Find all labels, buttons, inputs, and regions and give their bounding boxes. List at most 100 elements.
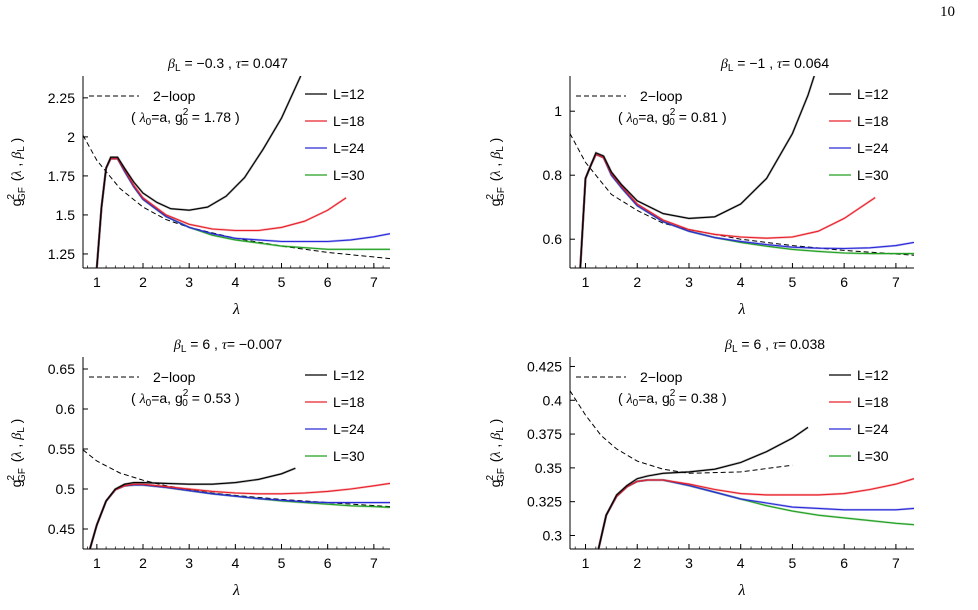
- x-tick-label: 7: [892, 555, 900, 571]
- x-tick-label: 2: [633, 274, 641, 290]
- x-tick-label: 4: [737, 274, 745, 290]
- x-tick-label: 1: [582, 274, 590, 290]
- y-tick-label: 0.325: [527, 494, 562, 510]
- chart-panel-4: βL = 6 , τ= 0.038 1 2 3 4 5 6 7 0.3 0.325 0.35 0.37…: [485, 336, 914, 599]
- legend-label: L=12: [857, 367, 889, 383]
- x-tick-label: 7: [370, 555, 378, 571]
- two-loop-curve: [83, 449, 390, 508]
- lambda0-note: ( λ0=a, g2 0 = 0.38 ): [618, 388, 727, 409]
- chart-panel-2: βL = −1 , τ= 0.064 1 2 3 4 5 6 7 0.6 0.8 1 λ g2GF (λ…: [485, 55, 914, 318]
- series-line-L-18: [597, 478, 914, 549]
- series-line-L-12: [96, 76, 302, 268]
- two-loop-legend-label: 2−loop: [153, 88, 196, 104]
- legend-label: L=24: [333, 421, 365, 437]
- x-tick-label: 4: [231, 274, 239, 290]
- two-loop-curve: [570, 390, 793, 474]
- legend-label: L=30: [333, 167, 365, 183]
- y-tick-label: 0.5: [56, 481, 76, 497]
- x-tick-label: 6: [324, 555, 332, 571]
- x-tick-label: 3: [685, 274, 693, 290]
- x-tick-label: 6: [840, 555, 848, 571]
- legend-label: L=18: [857, 394, 889, 410]
- x-tick-label: 4: [737, 555, 745, 571]
- x-tick-label: 3: [185, 555, 193, 571]
- lambda0-note: ( λ0=a, g2 0 = 1.78 ): [131, 107, 240, 128]
- legend-label: L=30: [333, 448, 365, 464]
- y-tick-label: 2: [67, 129, 75, 145]
- series-line-L-12: [579, 76, 815, 268]
- y-tick-label: 0.6: [56, 401, 76, 417]
- legend-label: L=24: [333, 140, 365, 156]
- page-number: 10: [940, 4, 955, 20]
- x-tick-label: 5: [278, 555, 286, 571]
- x-tick-label: 2: [633, 555, 641, 571]
- series-line-L-18: [89, 482, 390, 549]
- legend-label: L=24: [857, 421, 889, 437]
- panel-title: βL = −1 , τ= 0.064: [720, 55, 829, 74]
- y-axis-label: g2GF (λ , βL ): [6, 419, 28, 488]
- y-axis-label: g2GF (λ , βL ): [485, 419, 507, 488]
- two-loop-legend-label: 2−loop: [153, 369, 196, 385]
- legend-label: L=24: [857, 140, 889, 156]
- legend-label: L=12: [857, 86, 889, 102]
- y-tick-label: 2.25: [48, 90, 75, 106]
- series-band-L-24: [88, 483, 390, 549]
- y-tick-label: 0.4: [543, 392, 563, 408]
- y-tick-label: 0.65: [48, 361, 75, 377]
- x-tick-label: 7: [892, 274, 900, 290]
- panel-title: βL = 6 , τ= 0.038: [724, 336, 825, 355]
- two-loop-legend-label: 2−loop: [640, 88, 683, 104]
- series-line-L-12: [89, 467, 296, 549]
- chart-panel-1: βL = −0.3 , τ= 0.047 1 2 3 4 5 6 7 1.25 1.5 1.75 2 2…: [6, 55, 390, 318]
- panel-title: βL = 6 , τ= −0.007: [173, 336, 282, 355]
- x-tick-label: 3: [685, 555, 693, 571]
- y-axis-label: g2GF (λ , βL ): [6, 138, 28, 207]
- series-line-L-12: [597, 426, 809, 549]
- y-tick-label: 0.3: [543, 527, 563, 543]
- x-tick-label: 1: [93, 274, 101, 290]
- x-tick-label: 6: [840, 274, 848, 290]
- x-tick-label: 5: [789, 555, 797, 571]
- series-band-L-12: [88, 467, 296, 549]
- legend-label: L=18: [333, 113, 365, 129]
- x-tick-label: 1: [582, 555, 590, 571]
- series-line-L-30: [89, 484, 390, 549]
- y-tick-label: 1.25: [48, 246, 75, 262]
- y-tick-label: 0.55: [48, 441, 75, 457]
- y-tick-label: 0.8: [543, 167, 563, 183]
- panel-title: βL = −0.3 , τ= 0.047: [167, 55, 288, 74]
- legend-label: L=30: [857, 167, 889, 183]
- y-tick-label: 0.375: [527, 426, 562, 442]
- x-axis-label: λ: [738, 582, 746, 599]
- legend-label: L=18: [857, 113, 889, 129]
- x-tick-label: 2: [139, 555, 147, 571]
- legend-label: L=18: [333, 394, 365, 410]
- x-tick-label: 1: [93, 555, 101, 571]
- y-tick-label: 0.6: [543, 231, 563, 247]
- chart-panel-3: βL = 6 , τ= −0.007 1 2 3 4 5 6 7 0.45 0.5 0.55 0.6 0…: [6, 336, 390, 599]
- x-axis-label: λ: [232, 301, 240, 318]
- y-tick-label: 0.425: [527, 358, 562, 374]
- series-band-L-18: [597, 477, 914, 549]
- x-tick-label: 5: [278, 274, 286, 290]
- y-tick-label: 0.35: [535, 460, 562, 476]
- x-axis-label: λ: [232, 582, 240, 599]
- y-axis-label: g2GF (λ , βL ): [485, 138, 507, 207]
- lambda0-note: ( λ0=a, g2 0 = 0.81 ): [618, 107, 727, 128]
- legend-label: L=12: [333, 86, 365, 102]
- lambda0-note: ( λ0=a, g2 0 = 0.53 ): [131, 388, 240, 409]
- x-axis-label: λ: [738, 301, 746, 318]
- y-tick-label: 1: [554, 103, 562, 119]
- y-tick-label: 1.75: [48, 168, 75, 184]
- x-tick-label: 4: [231, 555, 239, 571]
- x-tick-label: 2: [139, 274, 147, 290]
- series-band-L-30: [88, 483, 390, 549]
- series-line-L-24: [89, 484, 390, 549]
- x-tick-label: 7: [370, 274, 378, 290]
- y-tick-label: 0.45: [48, 521, 75, 537]
- legend-label: L=30: [857, 448, 889, 464]
- legend-label: L=12: [333, 367, 365, 383]
- x-tick-label: 6: [324, 274, 332, 290]
- x-tick-label: 5: [789, 274, 797, 290]
